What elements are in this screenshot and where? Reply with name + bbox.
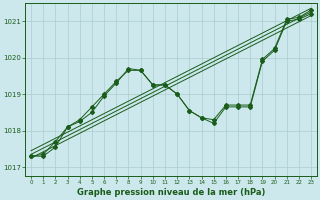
X-axis label: Graphe pression niveau de la mer (hPa): Graphe pression niveau de la mer (hPa) [77, 188, 265, 197]
